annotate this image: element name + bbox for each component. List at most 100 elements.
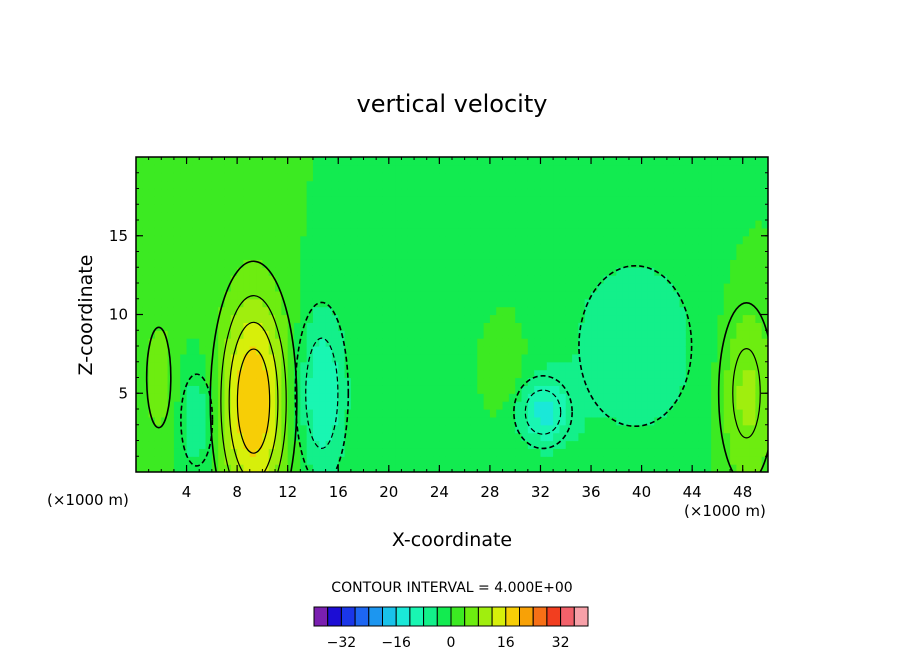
field-cell	[508, 204, 516, 213]
field-cell	[527, 432, 535, 442]
field-cell	[420, 432, 428, 442]
field-cell	[559, 306, 567, 316]
colorbar-tick-label: −16	[381, 635, 411, 651]
field-cell	[508, 409, 516, 418]
field-cell	[749, 283, 756, 292]
field-cell	[199, 290, 207, 300]
field-cell	[711, 188, 719, 197]
field-cell	[698, 448, 706, 457]
field-cell	[306, 196, 314, 205]
field-cell	[294, 235, 301, 245]
field-cell	[211, 235, 219, 245]
field-cell	[654, 432, 662, 442]
field-cell	[306, 314, 314, 323]
field-cell	[458, 235, 466, 245]
field-cell	[502, 456, 510, 465]
field-cell	[730, 322, 737, 331]
field-cell	[281, 267, 289, 276]
field-cell	[591, 448, 598, 457]
field-cell	[527, 298, 535, 308]
field-cell	[502, 267, 510, 276]
field-cell	[591, 440, 598, 449]
field-cell	[508, 267, 516, 276]
field-cell	[173, 188, 181, 197]
field-cell	[578, 416, 586, 426]
field-cell	[331, 361, 339, 371]
field-cell	[287, 180, 295, 190]
field-cell	[521, 243, 529, 253]
field-cell	[723, 409, 731, 418]
field-cell	[553, 220, 561, 229]
field-cell	[426, 338, 434, 347]
field-cell	[603, 338, 611, 347]
field-cell	[224, 164, 232, 174]
field-cell	[496, 220, 504, 229]
field-cell	[136, 424, 143, 434]
field-cell	[357, 416, 365, 426]
field-cell	[180, 361, 188, 371]
field-cell	[742, 424, 750, 434]
field-cell	[256, 243, 263, 253]
field-cell	[641, 164, 649, 174]
field-cell	[230, 172, 238, 182]
field-cell	[281, 314, 289, 323]
field-cell	[483, 204, 491, 213]
field-cell	[180, 235, 188, 245]
field-cell	[224, 204, 232, 213]
field-cell	[534, 188, 542, 197]
field-cell	[319, 180, 327, 190]
field-cell	[344, 243, 352, 253]
field-cell	[603, 259, 611, 268]
field-cell	[736, 361, 744, 371]
field-cell	[319, 464, 327, 472]
field-cell	[306, 212, 314, 221]
field-cell	[508, 243, 516, 253]
field-cell	[628, 283, 636, 292]
field-cell	[730, 267, 737, 276]
field-cell	[458, 361, 466, 371]
field-cell	[464, 409, 472, 418]
field-cell	[186, 243, 194, 253]
field-cell	[186, 227, 194, 237]
field-cell	[628, 275, 636, 284]
field-cell	[489, 401, 497, 410]
field-cell	[312, 220, 320, 229]
field-cell	[262, 448, 270, 457]
field-cell	[673, 251, 681, 260]
field-cell	[395, 306, 403, 316]
field-cell	[761, 220, 768, 229]
field-cell	[192, 196, 200, 205]
field-cell	[218, 251, 226, 260]
field-cell	[654, 385, 662, 394]
field-cell	[698, 416, 706, 426]
field-cell	[622, 172, 630, 182]
field-cell	[433, 227, 440, 237]
field-cell	[584, 416, 592, 426]
field-cell	[698, 298, 706, 308]
field-cell	[161, 424, 169, 434]
field-cell	[294, 283, 301, 292]
field-cell	[742, 346, 750, 355]
field-cell	[395, 212, 403, 221]
field-cell	[553, 164, 561, 174]
field-cell	[540, 212, 548, 221]
field-cell	[300, 157, 308, 166]
field-cell	[262, 180, 270, 190]
field-cell	[338, 196, 346, 205]
field-cell	[578, 464, 586, 472]
field-cell	[325, 322, 333, 331]
field-cell	[477, 212, 485, 221]
field-cell	[382, 346, 390, 355]
field-cell	[262, 353, 270, 363]
field-cell	[546, 330, 554, 339]
field-cell	[660, 377, 668, 386]
field-cell	[755, 346, 763, 355]
field-cell	[736, 212, 744, 221]
field-cell	[319, 188, 327, 197]
field-cell	[136, 432, 143, 442]
field-cell	[142, 409, 150, 418]
field-cell	[521, 157, 529, 166]
field-cell	[540, 235, 548, 245]
field-cell	[199, 212, 207, 221]
field-cell	[502, 275, 510, 284]
